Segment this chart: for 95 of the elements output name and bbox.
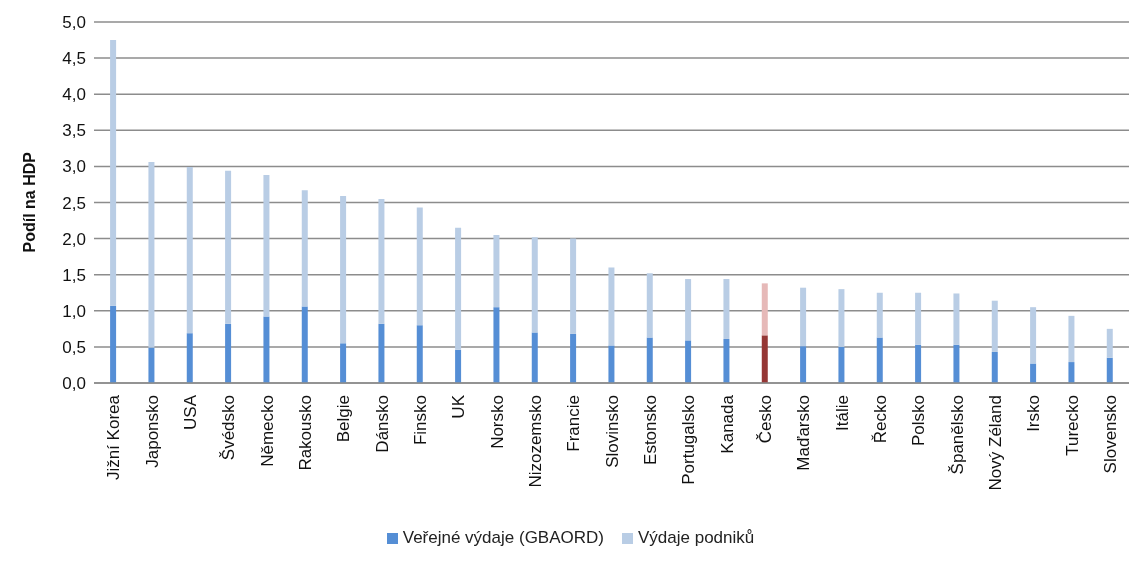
- x-tick-label: Slovinsko: [602, 395, 622, 468]
- bar: [991, 351, 998, 383]
- x-tick-label: Nový Zéland: [985, 395, 1005, 491]
- y-tick-label: 0,5: [62, 337, 86, 357]
- bar: [1068, 315, 1075, 363]
- x-tick-label: Španělsko: [947, 395, 967, 475]
- x-tick-label: Kanada: [717, 394, 737, 454]
- bar: [608, 345, 615, 383]
- x-tick-label: Slovensko: [1100, 395, 1120, 474]
- bar: [455, 227, 462, 350]
- x-tick-label: Irsko: [1024, 395, 1044, 432]
- x-tick-label: Turecko: [1062, 395, 1082, 456]
- x-tick-label: Dánsko: [372, 395, 392, 453]
- y-tick-label: 0,0: [62, 374, 86, 394]
- bar: [340, 343, 347, 383]
- bar: [301, 190, 308, 307]
- bar: [1030, 363, 1037, 383]
- bar: [1106, 357, 1113, 383]
- bar: [800, 287, 807, 347]
- bar: [838, 289, 845, 347]
- bar: [915, 292, 922, 345]
- x-tick-label: Nizozemsko: [525, 395, 545, 488]
- bar: [953, 293, 960, 345]
- x-tick-label: Maďarsko: [794, 395, 814, 471]
- bar: [608, 267, 615, 346]
- legend-label: Veřejné výdaje (GBAORD): [402, 528, 604, 548]
- bar: [915, 344, 922, 383]
- bar: [263, 316, 270, 383]
- legend-label: Výdaje podniků: [637, 528, 755, 548]
- bar: [723, 338, 730, 383]
- x-tick-label: Japonsko: [142, 395, 162, 468]
- bar: [646, 337, 653, 383]
- bar: [416, 325, 423, 383]
- y-axis-title: Podíl na HDP: [20, 151, 38, 253]
- bar: [838, 346, 845, 383]
- bar: [340, 196, 347, 344]
- bar: [876, 292, 883, 338]
- bar: [1030, 307, 1037, 364]
- bar: [186, 167, 193, 334]
- y-tick-label: 4,0: [62, 85, 86, 105]
- bar: [685, 340, 692, 383]
- bar: [531, 332, 538, 383]
- bar: [761, 283, 768, 336]
- bar: [991, 300, 998, 352]
- x-tick-label: Jižní Korea: [104, 394, 124, 481]
- x-tick-label: Portugalsko: [679, 395, 699, 485]
- y-tick-label: 3,5: [62, 121, 86, 141]
- bar: [455, 349, 462, 383]
- x-tick-label: Estonsko: [640, 395, 660, 465]
- bar: [225, 323, 232, 383]
- x-tick-label: Norsko: [487, 395, 507, 449]
- bar: [225, 170, 232, 324]
- x-tick-label: Finsko: [410, 395, 430, 446]
- bar: [148, 162, 155, 348]
- bar: [378, 198, 385, 324]
- x-tick-label: Česko: [755, 395, 775, 444]
- bar: [570, 333, 577, 383]
- bar: [301, 306, 308, 383]
- bar: [110, 305, 117, 383]
- bar: [876, 337, 883, 383]
- bar: [570, 238, 577, 334]
- y-tick-label: 1,0: [62, 301, 86, 321]
- bar: [800, 346, 807, 383]
- bar: [493, 307, 500, 383]
- bar: [416, 207, 423, 326]
- bar: [531, 237, 538, 333]
- x-tick-label: Francie: [564, 395, 584, 452]
- y-tick-label: 2,0: [62, 229, 86, 249]
- bar: [378, 323, 385, 383]
- x-tick-label: UK: [449, 394, 469, 419]
- bar: [493, 234, 500, 308]
- bar: [1068, 362, 1075, 383]
- x-tick-label: Německo: [257, 395, 277, 467]
- bar: [263, 175, 270, 317]
- bar: [1106, 328, 1113, 358]
- bar: [953, 344, 960, 383]
- y-tick-label: 1,5: [62, 265, 86, 285]
- x-tick-label: USA: [180, 394, 200, 430]
- x-tick-label: Itálie: [832, 395, 852, 431]
- bar: [761, 335, 768, 383]
- bar: [186, 333, 193, 383]
- x-tick-label: Rakousko: [295, 395, 315, 471]
- x-tick-label: Polsko: [909, 395, 929, 447]
- bar: [148, 347, 155, 383]
- bar: [110, 40, 117, 306]
- bar: [646, 273, 653, 338]
- bar: [685, 279, 692, 341]
- x-tick-label: Belgie: [334, 395, 354, 443]
- y-tick-label: 2,5: [62, 193, 86, 213]
- x-tick-label: Švédsko: [219, 395, 239, 461]
- y-tick-label: 3,0: [62, 157, 86, 177]
- bar: [723, 279, 730, 339]
- y-tick-label: 5,0: [62, 13, 86, 33]
- y-tick-label: 4,5: [62, 49, 86, 69]
- x-tick-label: Řecko: [870, 395, 890, 444]
